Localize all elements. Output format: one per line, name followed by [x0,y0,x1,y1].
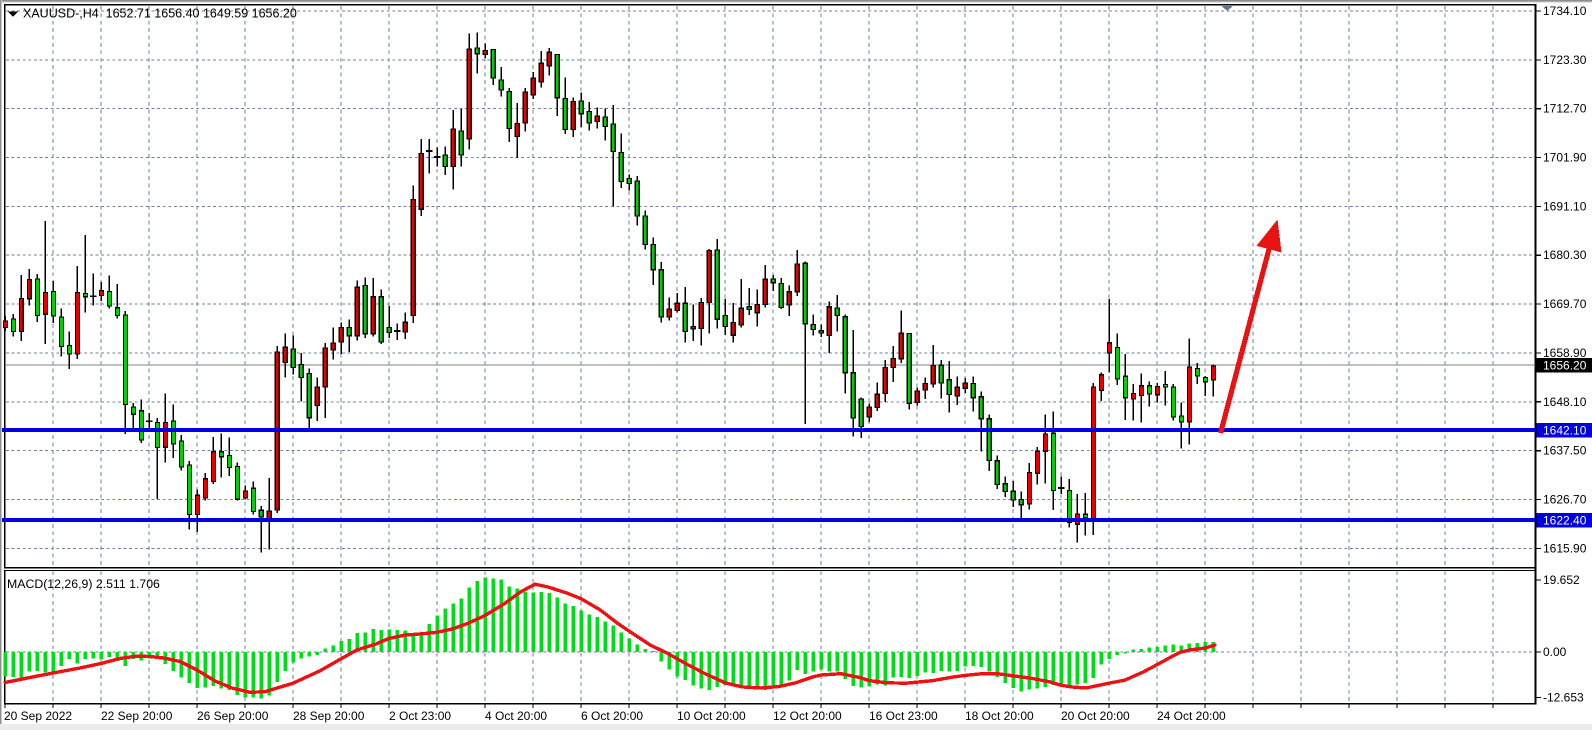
svg-text:1615.90: 1615.90 [1543,541,1587,555]
svg-text:20 Oct 20:00: 20 Oct 20:00 [1061,709,1130,723]
svg-text:12 Oct 20:00: 12 Oct 20:00 [773,709,842,723]
svg-text:2 Oct 23:00: 2 Oct 23:00 [389,709,451,723]
svg-text:1626.70: 1626.70 [1543,493,1587,507]
svg-text:1658.90: 1658.90 [1543,346,1587,360]
svg-text:10 Oct 20:00: 10 Oct 20:00 [677,709,746,723]
svg-text:1656.20: 1656.20 [1543,359,1587,373]
svg-text:1680.30: 1680.30 [1543,248,1587,262]
svg-text:19.652: 19.652 [1543,573,1580,587]
svg-text:28 Sep 20:00: 28 Sep 20:00 [293,709,365,723]
svg-text:1622.40: 1622.40 [1543,514,1587,528]
svg-text:1648.10: 1648.10 [1543,395,1587,409]
svg-text:22 Sep 20:00: 22 Sep 20:00 [101,709,173,723]
svg-text:0.00: 0.00 [1543,645,1567,659]
svg-text:1669.70: 1669.70 [1543,297,1587,311]
svg-text:1734.10: 1734.10 [1543,4,1587,18]
svg-text:4 Oct 20:00: 4 Oct 20:00 [485,709,547,723]
svg-text:XAUUSD-,H4 1652.71 1656.40 16: XAUUSD-,H4 1652.71 1656.40 1649.59 1656.… [23,7,297,21]
svg-text:1701.90: 1701.90 [1543,151,1587,165]
svg-text:1642.10: 1642.10 [1543,423,1587,437]
svg-text:16 Oct 23:00: 16 Oct 23:00 [869,709,938,723]
svg-text:1723.30: 1723.30 [1543,53,1587,67]
svg-text:18 Oct 20:00: 18 Oct 20:00 [965,709,1034,723]
svg-text:20 Sep 2022: 20 Sep 2022 [4,709,72,723]
svg-text:6 Oct 20:00: 6 Oct 20:00 [581,709,643,723]
svg-text:-12.653: -12.653 [1543,691,1584,705]
svg-text:24 Oct 20:00: 24 Oct 20:00 [1157,709,1226,723]
svg-text:MACD(12,26,9) 2.511 1.706: MACD(12,26,9) 2.511 1.706 [7,577,160,591]
svg-text:26 Sep 20:00: 26 Sep 20:00 [197,709,269,723]
svg-text:1637.50: 1637.50 [1543,444,1587,458]
svg-text:1691.10: 1691.10 [1543,199,1587,213]
svg-text:1712.70: 1712.70 [1543,102,1587,116]
